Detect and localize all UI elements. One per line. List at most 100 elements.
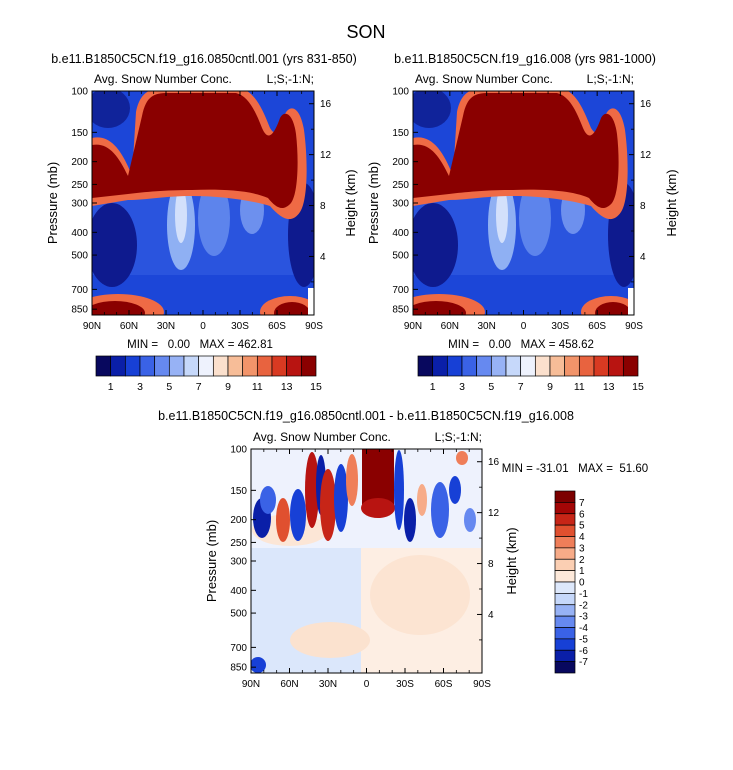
panel-experiment-title: b.e11.B1850C5CN.f19_g16.008 (yrs 981-100…	[394, 52, 656, 66]
panel-difference-right-label: L;S;-1:N;	[435, 430, 482, 444]
y-tick-label: 700	[230, 643, 247, 654]
colorbar-swatch	[417, 355, 434, 377]
colorbar-swatch	[271, 355, 288, 377]
colorbar-swatch	[554, 524, 576, 537]
colorbar-tick-label: 7	[518, 381, 524, 393]
colorbar-swatch	[593, 355, 610, 377]
height-tick-label: 8	[488, 559, 494, 570]
y-tick-label: 400	[71, 228, 88, 239]
height-tick-label: 16	[320, 99, 332, 110]
y-tick-label: 100	[230, 445, 247, 456]
x-tick-label: 90N	[242, 679, 260, 690]
colorbar-swatch	[286, 355, 302, 377]
colorbar-swatch	[554, 661, 576, 674]
colorbar-swatch	[534, 355, 551, 377]
x-tick-label: 30S	[231, 321, 249, 332]
y-tick-label: 250	[230, 538, 247, 549]
colorbar-tick-label: -5	[579, 634, 588, 645]
panel-difference-ylabel: Pressure (mb)	[204, 520, 219, 602]
colorbar-tick-label: 5	[488, 381, 494, 393]
colorbar-swatch	[110, 355, 126, 377]
colorbar-swatch	[227, 355, 244, 377]
colorbar-swatch	[608, 355, 624, 377]
x-tick-label: 0	[364, 679, 370, 690]
x-tick-label: 60N	[280, 679, 298, 690]
colorbar-tick-label: 3	[137, 381, 143, 393]
colorbar-swatch	[549, 355, 566, 377]
field-surface-core-west	[413, 301, 466, 315]
x-tick-label: 30S	[396, 679, 414, 690]
field-anomaly-blue-8	[431, 482, 449, 538]
panel-difference-ylabel-right: Height (km)	[504, 527, 519, 594]
colorbar-swatch	[622, 355, 639, 377]
panel-experiment-ylabel: Pressure (mb)	[366, 162, 381, 244]
colorbar-swatch	[490, 355, 507, 377]
panel-control-title: b.e11.B1850C5CN.f19_g16.0850cntl.001 (yr…	[51, 52, 357, 66]
colorbar-swatch	[461, 355, 478, 377]
panel-experiment: b.e11.B1850C5CN.f19_g16.008 (yrs 981-100…	[366, 52, 679, 393]
field-anomaly-blue-7	[404, 498, 416, 542]
height-tick-label: 16	[640, 99, 652, 110]
x-tick-label: 90S	[305, 321, 323, 332]
field-missing-data	[308, 288, 314, 315]
colorbar-swatch	[554, 570, 576, 583]
height-tick-label: 12	[488, 508, 500, 519]
y-tick-label: 500	[392, 251, 409, 262]
y-tick-label: 400	[392, 228, 409, 239]
x-tick-label: 30N	[319, 679, 337, 690]
colorbar-swatch	[554, 649, 576, 662]
field-light-column-a-core	[496, 187, 508, 243]
colorbar-swatch	[124, 355, 141, 377]
x-tick-label: 0	[200, 321, 206, 332]
colorbar-swatch	[256, 355, 273, 377]
colorbar-tick-label: -7	[579, 657, 588, 668]
colorbar-tick-label: 11	[574, 381, 585, 393]
colorbar-tick-label: 0	[579, 578, 585, 589]
y-tick-label: 300	[392, 199, 409, 210]
colorbar-swatch	[432, 355, 448, 377]
colorbar-swatch	[554, 547, 576, 560]
field-plume-core	[413, 93, 619, 209]
height-tick-label: 12	[320, 150, 332, 161]
colorbar-tick-label: 3	[459, 381, 465, 393]
colorbar-tick-label: -3	[579, 612, 588, 623]
panel-control-left-label: Avg. Snow Number Conc.	[94, 72, 232, 86]
panel-control-axes: 90N 60N 30N 0 30S 60S 90S 100 150 200 250 300 400 500…	[71, 87, 331, 333]
field-plume-core	[92, 93, 298, 209]
colorbar-tick-label: 5	[166, 381, 172, 393]
field-peach-patch-south	[290, 622, 370, 658]
y-tick-label: 300	[71, 199, 88, 210]
colorbar-tick-label: 3	[579, 543, 585, 554]
field-anomaly-red-4	[346, 454, 358, 506]
panel-experiment-stats: MIN = 0.00 MAX = 458.62	[448, 339, 594, 351]
field-anomaly-blue-5	[334, 464, 348, 532]
colorbar-tick-label: 1	[430, 381, 436, 393]
field-anomaly-blue-2	[260, 486, 276, 514]
y-tick-label: 700	[392, 285, 409, 296]
page-title: SON	[346, 22, 385, 42]
field-anomaly-blue-9	[449, 476, 461, 504]
panel-experiment-ylabel-right: Height (km)	[664, 169, 679, 236]
panel-control-right-label: L;S;-1:N;	[267, 72, 314, 86]
colorbar-tick-label: 13	[603, 381, 615, 393]
colorbar-tick-label: 13	[281, 381, 293, 393]
y-tick-label: 150	[230, 486, 247, 497]
y-tick-label: 700	[71, 285, 88, 296]
colorbar-swatch	[564, 355, 580, 377]
x-tick-label: 60S	[435, 679, 453, 690]
field-anomaly-red-1	[276, 498, 290, 542]
y-tick-label: 250	[71, 180, 88, 191]
colorbar-swatch	[554, 581, 576, 594]
panel-control-ylabel: Pressure (mb)	[45, 162, 60, 244]
x-tick-label: 90S	[473, 679, 491, 690]
field-light-column-a-core	[175, 187, 187, 243]
panel-experiment-field	[413, 91, 634, 315]
y-tick-label: 200	[230, 515, 247, 526]
field-dark-top-left	[92, 91, 130, 128]
x-tick-label: 90S	[625, 321, 643, 332]
panel-difference-left-label: Avg. Snow Number Conc.	[253, 430, 391, 444]
colorbar-swatch	[554, 604, 576, 617]
field-peach-patch-east	[370, 555, 470, 635]
